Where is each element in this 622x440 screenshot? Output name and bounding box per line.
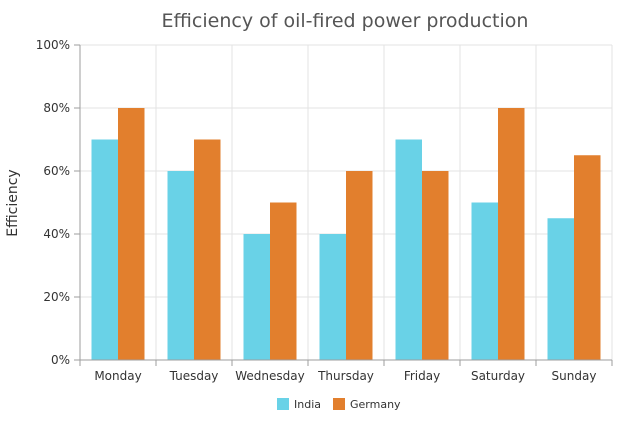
bar-india-sunday bbox=[547, 218, 574, 360]
legend-label-germany[interactable]: Germany bbox=[350, 398, 401, 411]
bar-germany-sunday bbox=[574, 155, 601, 360]
bar-germany-wednesday bbox=[270, 202, 297, 360]
bar-india-friday bbox=[395, 139, 422, 360]
y-axis-title: Efficiency bbox=[5, 169, 21, 236]
bar-india-wednesday bbox=[243, 234, 270, 360]
bar-india-thursday bbox=[319, 234, 346, 360]
y-tick-label: 40% bbox=[43, 227, 70, 241]
y-tick-label: 0% bbox=[51, 353, 70, 367]
x-tick-label: Sunday bbox=[552, 369, 597, 383]
legend-swatch-india[interactable] bbox=[277, 398, 289, 410]
x-tick-label: Monday bbox=[94, 369, 141, 383]
x-tick-label: Friday bbox=[404, 369, 440, 383]
y-tick-label: 100% bbox=[36, 38, 70, 52]
bars bbox=[91, 108, 601, 360]
legend-swatch-germany[interactable] bbox=[333, 398, 345, 410]
x-tick-label: Tuesday bbox=[169, 369, 219, 383]
bar-india-monday bbox=[91, 139, 118, 360]
axes: 0% 20% 40% 60% 80% 100% Monday Tuesday Wednesday… bbox=[36, 38, 613, 383]
legend[interactable]: India Germany bbox=[277, 398, 401, 411]
bar-india-tuesday bbox=[167, 171, 194, 360]
bar-germany-tuesday bbox=[194, 139, 221, 360]
y-tick-label: 80% bbox=[43, 101, 70, 115]
bar-india-saturday bbox=[471, 202, 498, 360]
bar-germany-saturday bbox=[498, 108, 525, 360]
y-tick-label: 20% bbox=[43, 290, 70, 304]
x-tick-label: Thursday bbox=[317, 369, 374, 383]
chart-title: Efficiency of oil-fired power production bbox=[162, 10, 529, 32]
legend-label-india[interactable]: India bbox=[294, 398, 321, 411]
x-tick-label: Wednesday bbox=[235, 369, 304, 383]
bar-germany-friday bbox=[422, 171, 449, 360]
y-tick-label: 60% bbox=[43, 164, 70, 178]
bar-germany-thursday bbox=[346, 171, 373, 360]
x-tick-label: Saturday bbox=[471, 369, 525, 383]
bar-germany-monday bbox=[118, 108, 145, 360]
